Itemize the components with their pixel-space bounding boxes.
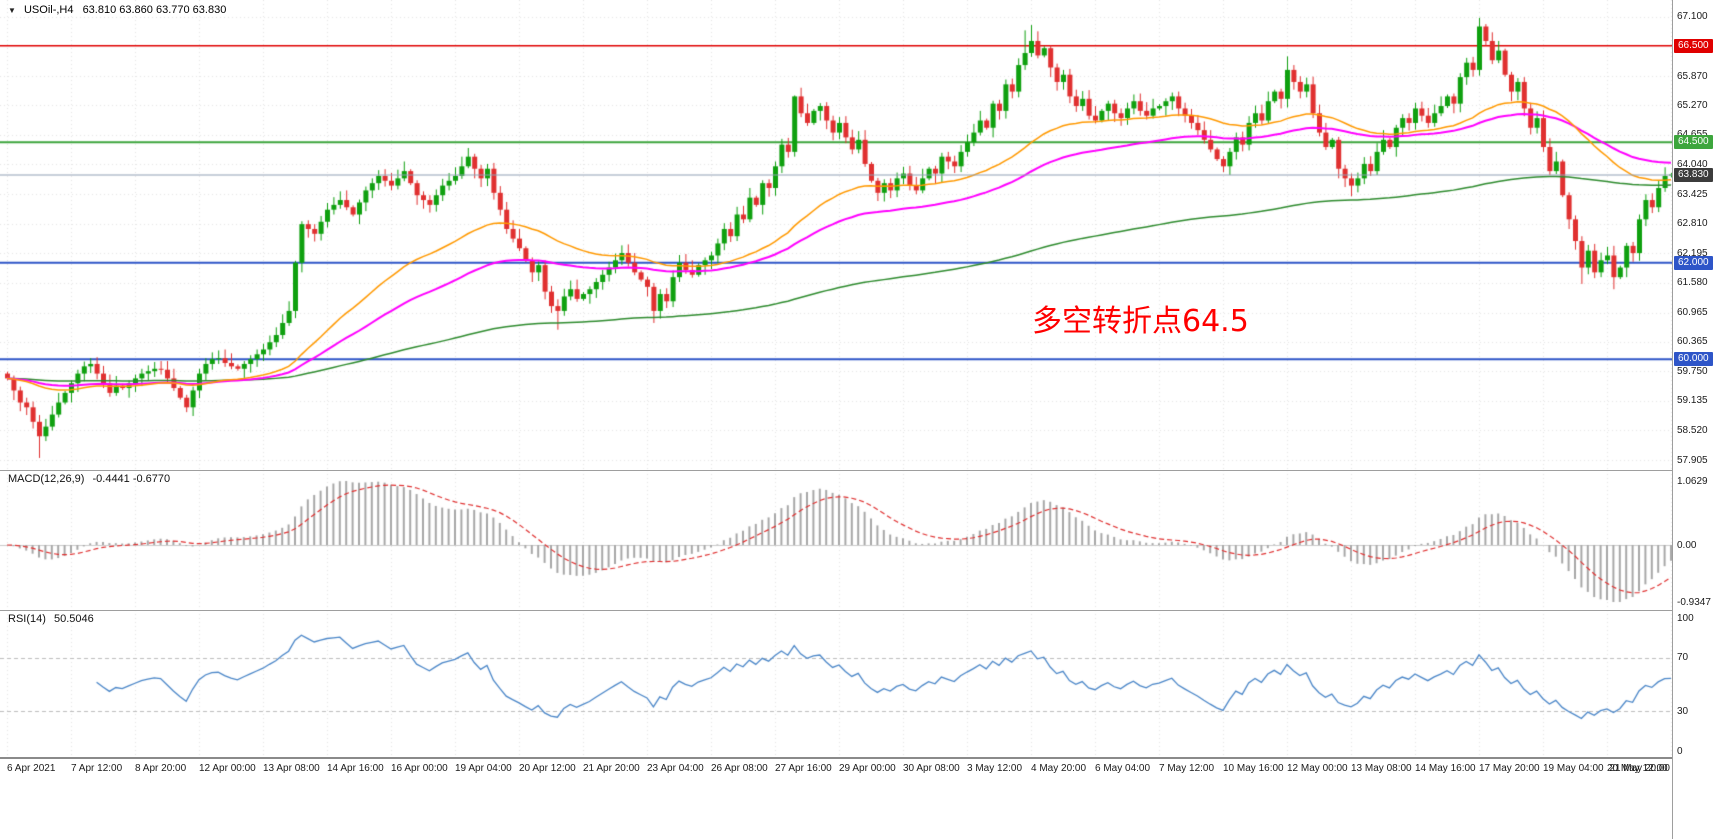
ohlc-values-label: 63.810 63.860 63.770 63.830 [82, 4, 227, 16]
symbol-timeframe-label: USOil-,H4 [23, 4, 74, 16]
time-tick-label: 10 May 16:00 [1223, 763, 1284, 774]
candlestick-chart-canvas[interactable] [0, 0, 1672, 470]
time-tick-label: 19 May 04:00 [1543, 763, 1604, 774]
time-tick-label: 20 Apr 12:00 [519, 763, 576, 774]
time-tick-label: 26 Apr 08:00 [711, 763, 768, 774]
time-tick-label: 20 May 12:00 [1607, 763, 1668, 774]
time-tick-label: 4 May 20:00 [1031, 763, 1087, 774]
time-tick-label: 21 Apr 20:00 [583, 763, 640, 774]
chart-title: ▼ USOil-,H4 63.810 63.860 63.770 63.830 [8, 4, 232, 16]
time-tick-label: 12 Apr 00:00 [199, 763, 256, 774]
macd-indicator-canvas[interactable] [0, 470, 1672, 610]
price-level-badge: 60.000 [1674, 352, 1713, 367]
time-tick-label: 19 Apr 04:00 [455, 763, 512, 774]
time-tick-label: 23 Apr 04:00 [647, 763, 704, 774]
price-tick-label: 65.870 [1677, 70, 1708, 82]
price-tick-label: 60.365 [1677, 336, 1708, 348]
chart-menu-dropdown-icon[interactable]: ▼ [8, 6, 16, 15]
macd-tick-label: 1.0629 [1677, 475, 1708, 487]
rsi-tick-label: 70 [1677, 652, 1689, 664]
pane-separator[interactable] [0, 757, 1732, 759]
time-tick-label: 27 Apr 16:00 [775, 763, 832, 774]
price-tick-label: 62.810 [1677, 218, 1708, 230]
time-tick-label: 30 Apr 08:00 [903, 763, 960, 774]
rsi-name-label: RSI(14) [8, 613, 46, 625]
time-tick-label: 6 May 04:00 [1095, 763, 1151, 774]
price-level-badge: 63.830 [1674, 167, 1713, 182]
price-tick-label: 59.135 [1677, 395, 1708, 407]
time-tick-label: 17 May 20:00 [1479, 763, 1540, 774]
time-tick-label: 6 Apr 2021 [7, 763, 56, 774]
macd-values-label: -0.4441 -0.6770 [92, 473, 171, 485]
time-tick-label: 12 May 00:00 [1287, 763, 1348, 774]
price-tick-label: 67.100 [1677, 11, 1708, 23]
time-tick-label: 29 Apr 00:00 [839, 763, 896, 774]
time-tick-label: 3 May 12:00 [967, 763, 1023, 774]
time-tick-label: 14 May 16:00 [1415, 763, 1476, 774]
rsi-tick-label: 0 [1677, 745, 1683, 757]
macd-tick-label: 0.00 [1677, 539, 1697, 551]
price-tick-label: 61.580 [1677, 277, 1708, 289]
time-tick-label: 13 May 08:00 [1351, 763, 1412, 774]
time-tick-label: 16 Apr 00:00 [391, 763, 448, 774]
macd-name-label: MACD(12,26,9) [8, 473, 85, 485]
rsi-indicator-canvas[interactable] [0, 610, 1672, 757]
pane-separator[interactable] [0, 610, 1732, 611]
price-tick-label: 58.520 [1677, 424, 1708, 436]
price-level-badge: 62.000 [1674, 255, 1713, 270]
time-tick-label: 7 Apr 12:00 [71, 763, 123, 774]
price-tick-label: 59.750 [1677, 365, 1708, 377]
macd-tick-label: -0.9347 [1677, 596, 1711, 608]
rsi-tick-label: 30 [1677, 705, 1689, 717]
price-level-badge: 66.500 [1674, 38, 1713, 53]
time-axis[interactable]: 6 Apr 2021 7 Apr 12:00 8 Apr 20:00 12 Apr 0… [0, 759, 1672, 839]
chart-annotation-text[interactable]: 多空转折点64.5 [1032, 304, 1249, 339]
time-tick-label: 8 Apr 20:00 [135, 763, 187, 774]
price-tick-label: 57.905 [1677, 454, 1708, 466]
rsi-value-label: 50.5046 [53, 613, 94, 625]
time-tick-label: 13 Apr 08:00 [263, 763, 320, 774]
time-tick-label: 21 May 20:00 [1609, 763, 1670, 774]
rsi-indicator-label: RSI(14) 50.5046 [8, 613, 99, 625]
time-tick-label: 14 Apr 16:00 [327, 763, 384, 774]
price-tick-label: 62.195 [1677, 247, 1708, 259]
time-tick-label: 7 May 12:00 [1159, 763, 1215, 774]
price-tick-label: 64.655 [1677, 128, 1708, 141]
rsi-tick-label: 100 [1677, 612, 1694, 624]
price-tick-label: 63.425 [1677, 188, 1708, 200]
pane-separator[interactable] [0, 470, 1732, 471]
price-tick-label: 64.040 [1677, 158, 1708, 170]
price-scale[interactable]: 67.100 65.870 65.270 64.655 64.040 63.425 62.8… [1672, 0, 1732, 839]
price-tick-label: 60.965 [1677, 307, 1708, 319]
price-level-badge: 64.500 [1674, 135, 1713, 150]
macd-indicator-label: MACD(12,26,9) -0.4441 -0.6770 [8, 473, 175, 485]
price-tick-label: 65.270 [1677, 99, 1708, 111]
